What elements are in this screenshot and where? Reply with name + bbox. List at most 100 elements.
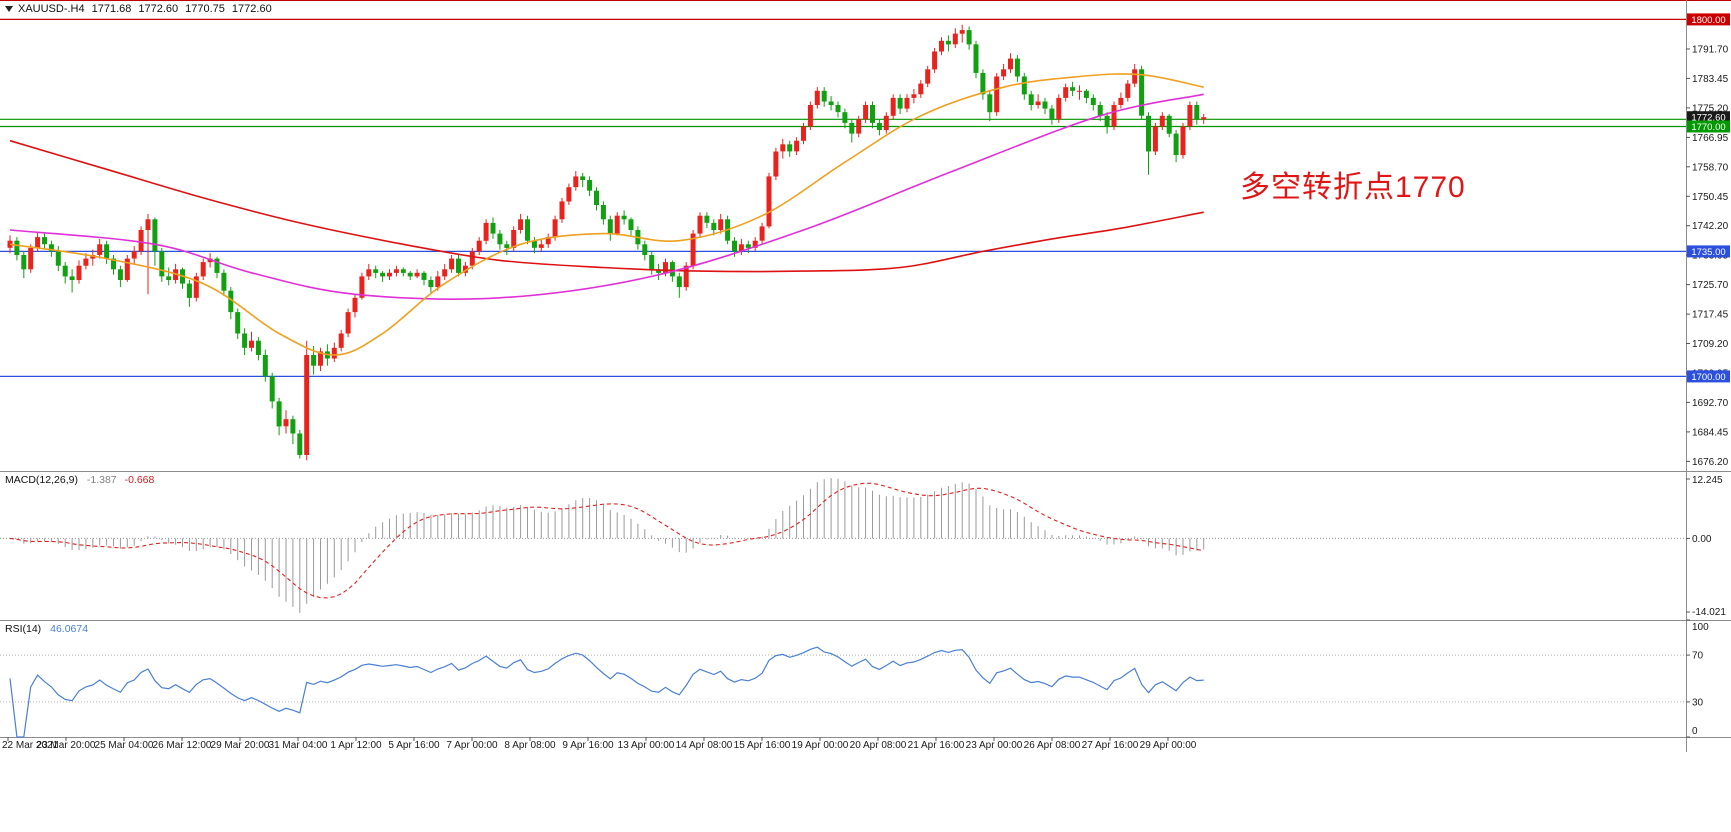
candle	[469, 251, 475, 266]
candle	[393, 269, 399, 273]
candle	[131, 251, 137, 259]
candle	[663, 262, 668, 273]
candle	[1104, 115, 1110, 127]
x-axis-label: 13 Apr 00:00	[618, 740, 675, 751]
candle	[1014, 58, 1020, 77]
x-axis-label: 23 Mar 20:00	[37, 740, 96, 751]
candle	[145, 219, 151, 230]
ohlc-open: 1771.68	[91, 3, 132, 15]
candle	[476, 240, 482, 252]
x-axis-label: 7 Apr 00:00	[446, 740, 498, 751]
macd-axis: 12.245 0.00 -14.021	[1686, 475, 1726, 618]
candle	[28, 247, 34, 270]
candle	[939, 40, 944, 52]
price-badge	[1687, 13, 1730, 26]
candle	[980, 72, 986, 95]
macd-signal-value: -0.668	[124, 474, 155, 486]
candle	[14, 240, 20, 255]
macd-signal-line	[9, 482, 1204, 599]
rsi-axis: 100 70 30 0	[1686, 619, 1709, 738]
candle	[414, 272, 420, 277]
candle	[359, 276, 365, 298]
candle	[1008, 58, 1013, 70]
price-badge-label: 1772.60	[1691, 113, 1725, 124]
candle	[732, 240, 737, 252]
price-badge	[1687, 111, 1730, 124]
y-axis-label: 1709.20	[1692, 339, 1729, 350]
candle	[186, 283, 192, 298]
candle	[311, 355, 317, 366]
candle	[828, 101, 834, 106]
x-axis-label: 29 Apr 00:00	[1140, 740, 1197, 751]
candle	[842, 112, 848, 123]
x-axis-label: 21 Apr 16:00	[908, 740, 965, 751]
candle	[449, 258, 455, 270]
candle	[497, 233, 503, 245]
y-axis: 1791.70 1783.45 1775.20 1766.95 1758.70 1750.…	[1686, 45, 1729, 468]
x-axis-label: 14 Apr 08:00	[676, 740, 733, 751]
candle	[1021, 76, 1027, 95]
macd-name: MACD(12,26,9)	[5, 474, 78, 486]
ma-fast-orange	[9, 73, 1204, 356]
price-badge	[1687, 120, 1730, 133]
candle	[387, 272, 392, 277]
candle	[435, 276, 441, 288]
candle	[614, 215, 620, 234]
candle	[21, 255, 27, 270]
candle	[193, 276, 199, 298]
annotation-text: 多空转折点1770	[1240, 171, 1466, 204]
candle	[1173, 133, 1179, 155]
symbol-dropdown-icon[interactable]	[5, 6, 13, 12]
macd-axis-max: 12.245	[1692, 475, 1723, 486]
candle	[380, 272, 386, 277]
ma-lines-layer	[9, 73, 1204, 356]
candle	[1139, 69, 1145, 116]
macd-axis-min: -14.021	[1692, 607, 1726, 618]
rsi-line	[9, 646, 1204, 738]
candle	[973, 44, 979, 73]
candle	[538, 244, 544, 248]
chart-header: XAUUSD-.H4 1771.68 1772.60 1770.75 1772.…	[5, 3, 279, 15]
candle	[1001, 69, 1007, 77]
ohlc-high: 1772.60	[138, 3, 179, 15]
candle	[566, 187, 572, 202]
candle	[345, 312, 351, 334]
candle	[35, 237, 41, 248]
x-axis-label: 27 Apr 16:00	[1082, 740, 1139, 751]
candle	[518, 219, 524, 230]
candle	[656, 269, 662, 273]
candle	[821, 90, 827, 102]
x-axis-label: 8 Apr 08:00	[504, 740, 556, 751]
candle	[242, 333, 248, 348]
candle	[1063, 87, 1069, 98]
candle	[1146, 115, 1151, 152]
x-axis-label: 15 Apr 16:00	[734, 740, 791, 751]
candle	[580, 176, 586, 180]
y-axis-label: 1766.95	[1692, 133, 1729, 144]
candle	[890, 97, 896, 116]
candle	[331, 347, 337, 359]
y-axis-label: 1717.45	[1692, 310, 1729, 321]
candle	[352, 297, 358, 313]
candle	[1070, 87, 1076, 91]
candle	[400, 269, 406, 273]
candle	[7, 240, 13, 248]
candle	[628, 219, 634, 230]
ohlc-close: 1772.60	[231, 3, 272, 15]
candle	[221, 272, 227, 291]
candle	[228, 290, 234, 313]
candle	[1042, 101, 1048, 109]
rsi-indicator-label: RSI(14) 46.0674	[5, 623, 88, 635]
candle	[600, 205, 606, 220]
y-axis-label: 1676.20	[1692, 457, 1729, 468]
candle	[911, 94, 917, 98]
candle	[883, 115, 889, 131]
candle	[835, 105, 841, 113]
candle	[42, 237, 47, 245]
candle	[511, 230, 517, 248]
price-badge-label: 1735.00	[1691, 247, 1725, 258]
candle	[573, 176, 579, 188]
candle	[76, 265, 82, 280]
